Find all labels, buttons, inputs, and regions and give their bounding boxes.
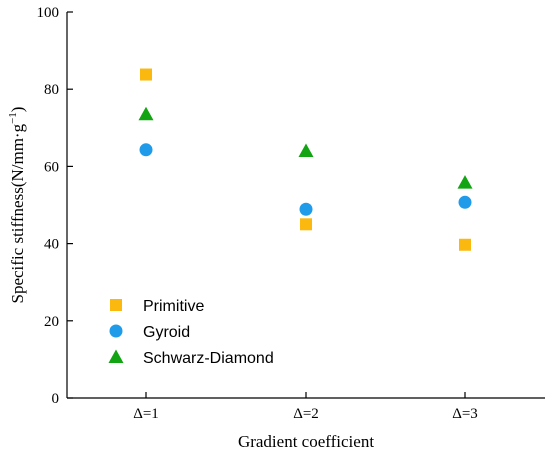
square-point: [459, 238, 471, 251]
x-tick-label: Δ=1: [133, 406, 159, 422]
triangle-point: [298, 143, 314, 157]
triangle-point: [457, 175, 473, 189]
triangle-point: [138, 106, 154, 121]
circle-point: [299, 202, 313, 216]
legend-label: Gyroid: [143, 324, 190, 341]
legend: Primitive Gyroid Schwarz-Diamond: [108, 298, 274, 367]
circle-point: [139, 143, 153, 157]
x-tick-label: Δ=3: [452, 406, 478, 422]
legend-label: Primitive: [143, 298, 204, 315]
legend-marker-triangle: [108, 349, 124, 363]
legend-marker-circle: [109, 324, 123, 338]
y-tick-label: 20: [44, 314, 59, 330]
square-point: [300, 218, 312, 231]
y-axis-title-sup: −1: [7, 112, 19, 124]
square-point: [140, 68, 152, 81]
y-tick-label: 0: [52, 391, 60, 407]
x-ticks: Δ=1 Δ=2 Δ=3: [133, 392, 478, 422]
legend-label: Schwarz-Diamond: [143, 350, 274, 367]
legend-marker-square: [110, 299, 122, 311]
y-axis-title: Specific stiffness(N/mm·g−1): [7, 107, 27, 304]
y-tick-label: 100: [37, 5, 60, 21]
y-tick-label: 80: [44, 82, 59, 98]
y-axis-title-close: ): [8, 107, 27, 113]
x-tick-label: Δ=2: [293, 406, 319, 422]
y-ticks: 0 20 40 60 80 100: [37, 5, 73, 407]
y-tick-label: 60: [44, 159, 59, 175]
y-tick-label: 40: [44, 237, 59, 253]
data-points: [138, 68, 473, 251]
circle-point: [458, 195, 472, 209]
x-axis-title: Gradient coefficient: [238, 432, 374, 451]
y-axis-title-main: Specific stiffness(N/mm·g: [8, 123, 27, 303]
